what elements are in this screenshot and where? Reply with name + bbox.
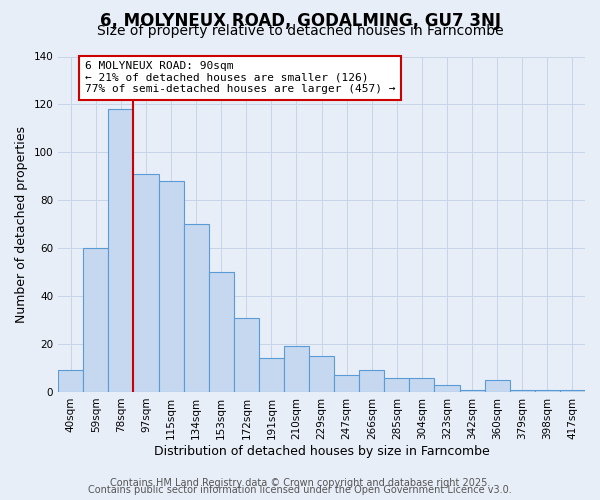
Bar [535,390,560,392]
Bar [83,248,109,392]
Bar [109,109,133,392]
Bar [334,375,359,392]
Text: 6, MOLYNEUX ROAD, GODALMING, GU7 3NJ: 6, MOLYNEUX ROAD, GODALMING, GU7 3NJ [100,12,500,30]
Bar [184,224,209,392]
Text: 6 MOLYNEUX ROAD: 90sqm
← 21% of detached houses are smaller (126)
77% of semi-de: 6 MOLYNEUX ROAD: 90sqm ← 21% of detached… [85,62,395,94]
Text: Contains HM Land Registry data © Crown copyright and database right 2025.: Contains HM Land Registry data © Crown c… [110,478,490,488]
X-axis label: Distribution of detached houses by size in Farncombe: Distribution of detached houses by size … [154,444,490,458]
Bar [485,380,510,392]
Bar [58,370,83,392]
Bar [434,385,460,392]
Bar [133,174,158,392]
Bar [284,346,309,392]
Bar [158,181,184,392]
Bar [359,370,385,392]
Y-axis label: Number of detached properties: Number of detached properties [15,126,28,322]
Bar [560,390,585,392]
Text: Size of property relative to detached houses in Farncombe: Size of property relative to detached ho… [97,24,503,38]
Text: Contains public sector information licensed under the Open Government Licence v3: Contains public sector information licen… [88,485,512,495]
Bar [460,390,485,392]
Bar [259,358,284,392]
Bar [385,378,409,392]
Bar [510,390,535,392]
Bar [309,356,334,392]
Bar [409,378,434,392]
Bar [234,318,259,392]
Bar [209,272,234,392]
